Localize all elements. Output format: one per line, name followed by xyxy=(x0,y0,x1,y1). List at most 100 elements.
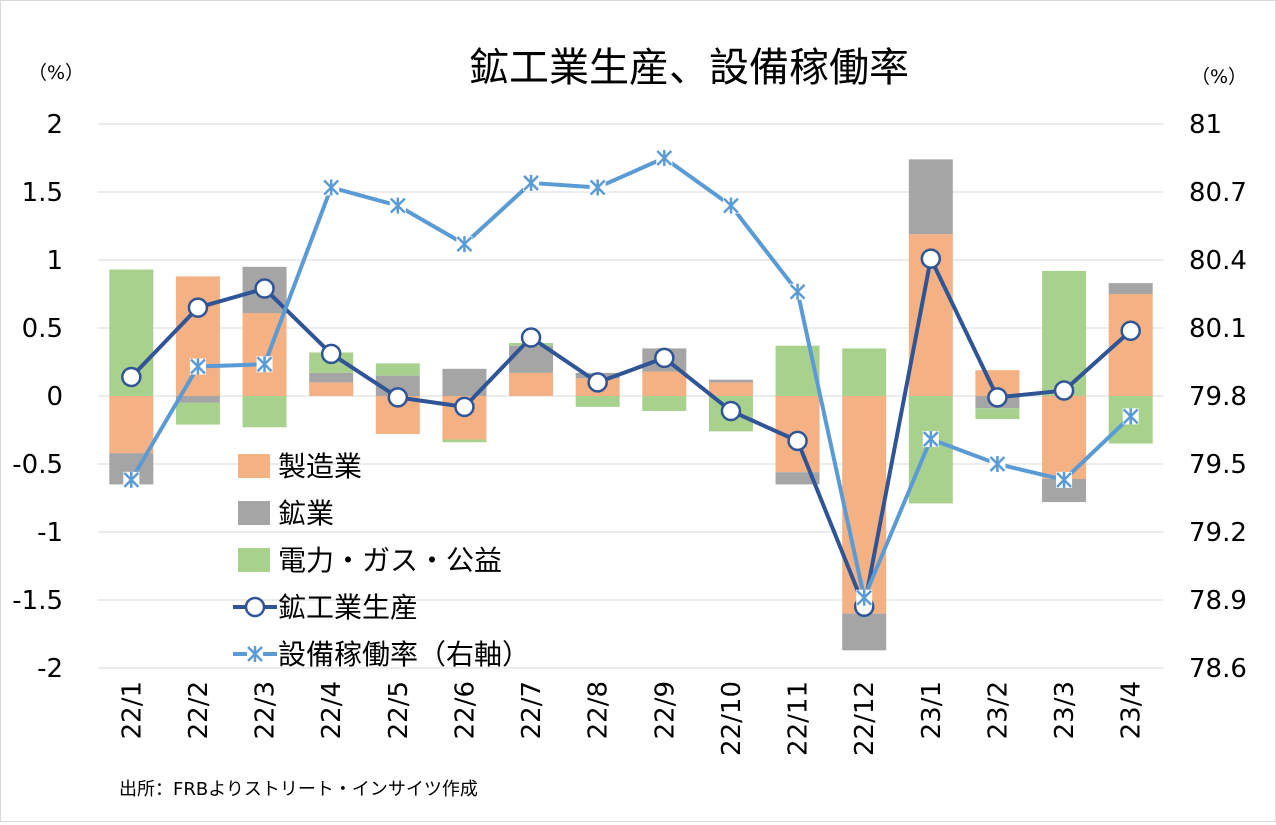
category-label: 22/6 xyxy=(450,681,480,739)
right-tick-label: 79.2 xyxy=(1189,518,1247,548)
chart-title: 鉱工業生産、設備稼働率 xyxy=(469,45,909,91)
bar-電力・ガス・公益 xyxy=(242,396,287,428)
bar-鉱業 xyxy=(1042,478,1087,503)
left-tick-label: 1.5 xyxy=(22,178,63,208)
right-axis-unit: （%） xyxy=(1191,66,1247,88)
bar-電力・ガス・公益 xyxy=(375,363,420,376)
right-tick-label: 81 xyxy=(1189,110,1222,140)
asterisk-marker xyxy=(389,197,406,214)
left-tick-label: -0.5 xyxy=(12,450,63,480)
asterisk-marker xyxy=(856,589,873,606)
right-tick-label: 79.5 xyxy=(1189,450,1247,480)
point-marker xyxy=(187,297,209,318)
bar-電力・ガス・公益 xyxy=(575,396,620,407)
left-tick-label: 0.5 xyxy=(22,314,63,344)
bars xyxy=(109,159,1153,651)
asterisk-marker xyxy=(1056,471,1073,488)
bar-製造業 xyxy=(109,396,154,454)
bar-電力・ガス・公益 xyxy=(908,396,953,504)
point-marker xyxy=(1120,320,1141,341)
line-設備稼働率（右軸） xyxy=(129,156,1133,600)
axes: -2 -1.5 -1 -0.5 0 0.5 1 1.5 2 78.6 78.9 79.2 79.5 79.… xyxy=(12,110,1247,756)
asterisk-marker xyxy=(123,471,140,488)
category-label: 23/1 xyxy=(917,681,947,739)
left-tick-label: 1 xyxy=(46,246,63,276)
right-tick-label: 78.9 xyxy=(1189,586,1247,616)
asterisk-marker xyxy=(247,646,263,662)
bar-鉱業 xyxy=(175,396,220,403)
right-tick-label: 79.8 xyxy=(1189,382,1247,412)
category-label: 22/9 xyxy=(650,681,680,739)
category-label: 23/4 xyxy=(1117,681,1147,739)
bar-製造業 xyxy=(708,382,753,396)
right-tick-label: 80.4 xyxy=(1189,246,1247,276)
asterisk-marker xyxy=(989,456,1006,472)
bar-製造業 xyxy=(642,371,687,396)
legend-swatch xyxy=(238,454,270,478)
legend-marker xyxy=(244,596,266,618)
asterisk-marker xyxy=(323,179,340,196)
point-marker xyxy=(720,400,742,422)
asterisk-marker xyxy=(523,174,540,191)
legend-label: 鉱業 xyxy=(278,497,334,530)
point-marker xyxy=(587,372,608,393)
legend-swatch xyxy=(238,501,270,525)
category-label: 22/4 xyxy=(317,681,347,739)
right-tick-label: 80.1 xyxy=(1189,314,1247,344)
asterisk-marker xyxy=(789,283,806,300)
category-label: 23/2 xyxy=(983,681,1013,739)
left-tick-label: 2 xyxy=(46,110,63,140)
bar-鉱業 xyxy=(309,372,354,383)
left-tick-label: -2 xyxy=(37,654,63,684)
asterisk-marker xyxy=(589,179,606,196)
asterisk-marker xyxy=(922,431,939,448)
asterisk-marker xyxy=(656,150,673,166)
bar-製造業 xyxy=(509,372,554,396)
asterisk-marker xyxy=(256,356,273,373)
category-label: 22/7 xyxy=(517,681,547,739)
category-label: 22/2 xyxy=(184,681,214,739)
category-label: 22/5 xyxy=(384,681,414,739)
bar-電力・ガス・公益 xyxy=(442,439,487,443)
category-label: 22/3 xyxy=(251,681,281,739)
point-marker xyxy=(787,430,808,452)
bar-製造業 xyxy=(842,396,887,614)
left-axis-unit: （%） xyxy=(28,62,84,84)
bar-電力・ガス・公益 xyxy=(642,396,687,411)
asterisk-marker xyxy=(1122,408,1139,425)
source-note: 出所：FRBよりストリート・インサイツ作成 xyxy=(119,779,478,800)
bar-鉱業 xyxy=(1108,283,1153,294)
legend-label: 製造業 xyxy=(278,450,362,483)
point-marker xyxy=(254,278,275,299)
asterisk-marker xyxy=(189,358,206,375)
category-label: 22/12 xyxy=(850,681,880,756)
bar-製造業 xyxy=(175,276,220,396)
point-marker xyxy=(454,396,475,418)
bar-鉱業 xyxy=(842,613,887,651)
bar-鉱業 xyxy=(908,159,953,235)
bar-鉱業 xyxy=(708,379,753,383)
bar-電力・ガス・公益 xyxy=(175,402,220,425)
asterisk-marker xyxy=(722,197,739,214)
legend-label: 電力・ガス・公益 xyxy=(278,544,502,577)
line-鉱工業生産 xyxy=(129,256,1133,609)
category-label: 22/1 xyxy=(117,681,147,739)
point-marker xyxy=(520,327,542,348)
bar-製造業 xyxy=(309,382,354,396)
point-marker xyxy=(987,387,1008,408)
asterisk-marker xyxy=(456,236,473,253)
left-tick-label: -1.5 xyxy=(12,586,63,616)
right-tick-label: 78.6 xyxy=(1189,654,1247,684)
right-tick-label: 80.7 xyxy=(1189,178,1247,208)
lines xyxy=(121,150,1141,618)
left-tick-label: 0 xyxy=(46,382,63,412)
category-label: 22/8 xyxy=(584,681,614,739)
bar-電力・ガス・公益 xyxy=(842,348,887,396)
category-label: 22/10 xyxy=(717,681,747,756)
point-marker xyxy=(320,343,342,365)
bar-電力・ガス・公益 xyxy=(975,408,1020,420)
bar-鉱業 xyxy=(775,472,820,485)
